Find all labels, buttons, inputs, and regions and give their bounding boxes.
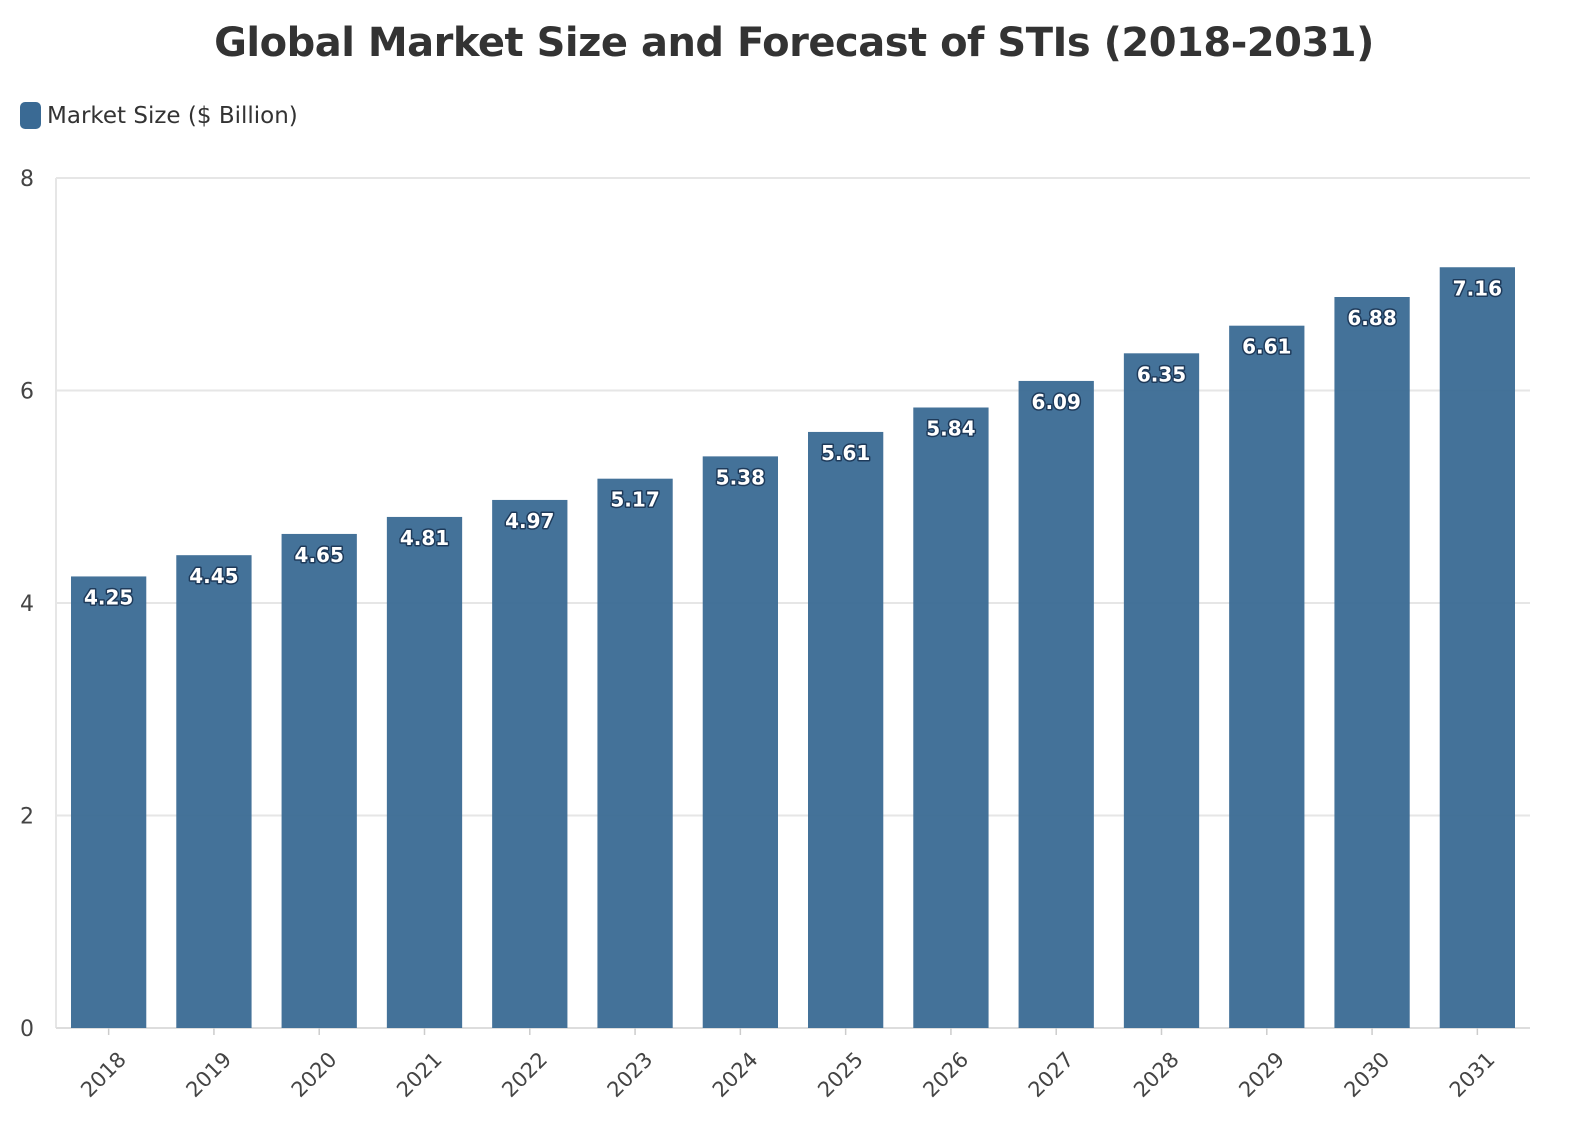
chart-title: Global Market Size and Forecast of STIs … bbox=[214, 20, 1374, 66]
bar-value-label: 7.16 bbox=[1453, 276, 1502, 300]
x-tick-label: 2024 bbox=[708, 1047, 763, 1102]
bar bbox=[281, 533, 357, 1028]
x-tick-label: 2018 bbox=[76, 1047, 131, 1102]
legend-swatch bbox=[20, 102, 41, 129]
bar-value-label: 5.84 bbox=[926, 417, 975, 441]
x-tick-label: 2019 bbox=[181, 1047, 236, 1102]
bar bbox=[1334, 297, 1410, 1028]
bar-value-label: 5.61 bbox=[821, 441, 870, 465]
x-tick-label: 2022 bbox=[497, 1047, 552, 1102]
bar-value-label: 6.61 bbox=[1242, 335, 1291, 359]
bar bbox=[913, 407, 989, 1028]
y-tick-label: 8 bbox=[20, 167, 34, 192]
bar-value-label: 4.81 bbox=[400, 526, 449, 550]
bar bbox=[808, 431, 884, 1028]
x-tick-label: 2021 bbox=[392, 1047, 447, 1102]
x-tick-label: 2031 bbox=[1445, 1047, 1500, 1102]
bar-value-label: 5.38 bbox=[716, 465, 765, 489]
bar bbox=[1439, 267, 1515, 1028]
bar-value-label: 6.35 bbox=[1137, 362, 1186, 386]
legend-label: Market Size ($ Billion) bbox=[47, 102, 298, 129]
bar bbox=[1018, 380, 1094, 1028]
bar-value-label: 4.45 bbox=[189, 564, 238, 588]
x-tick-label: 2020 bbox=[287, 1047, 342, 1102]
x-tick-label: 2026 bbox=[918, 1047, 973, 1102]
bar bbox=[176, 555, 252, 1028]
bar bbox=[1229, 325, 1305, 1028]
bar-value-label: 6.09 bbox=[1032, 390, 1081, 414]
bar bbox=[492, 499, 568, 1028]
y-tick-label: 2 bbox=[20, 805, 34, 830]
y-tick-label: 4 bbox=[20, 592, 34, 617]
bar bbox=[1123, 353, 1200, 1028]
x-tick-label: 2030 bbox=[1340, 1047, 1395, 1102]
bar bbox=[71, 576, 147, 1028]
y-tick-label: 6 bbox=[20, 380, 34, 405]
bar-value-label: 4.25 bbox=[84, 585, 133, 609]
bar-value-label: 4.97 bbox=[505, 509, 554, 533]
bar-value-label: 6.88 bbox=[1347, 306, 1396, 330]
x-tick-label: 2029 bbox=[1234, 1047, 1289, 1102]
y-tick-label: 0 bbox=[20, 1017, 34, 1042]
x-tick-label: 2027 bbox=[1024, 1047, 1079, 1102]
x-tick-label: 2025 bbox=[813, 1047, 868, 1102]
bar bbox=[386, 516, 463, 1028]
legend[interactable]: Market Size ($ Billion) bbox=[20, 102, 298, 129]
x-tick-label: 2023 bbox=[603, 1047, 658, 1102]
bar bbox=[702, 456, 778, 1028]
bar bbox=[597, 478, 673, 1028]
x-tick-label: 2028 bbox=[1129, 1047, 1184, 1102]
bar-value-label: 4.65 bbox=[295, 543, 344, 567]
bar-value-label: 5.17 bbox=[610, 488, 659, 512]
